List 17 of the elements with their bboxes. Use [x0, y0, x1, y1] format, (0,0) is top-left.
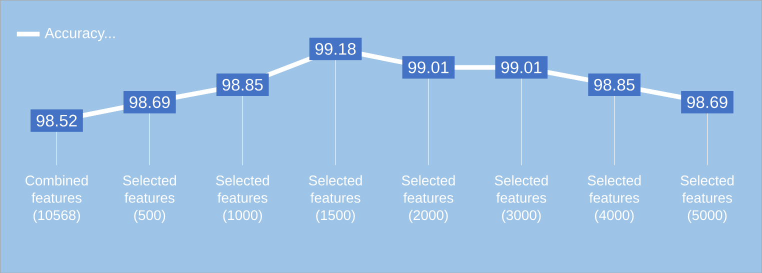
- data-label: 99.18: [315, 42, 356, 55]
- x-tick-label: Selected features (4000): [588, 175, 641, 223]
- data-label: 99.01: [408, 61, 448, 74]
- legend-label: Accuracy...: [44, 28, 115, 41]
- x-tick-label: Selected features (3000): [494, 175, 548, 223]
- data-label: 98.85: [594, 78, 634, 91]
- data-label: 98.52: [36, 114, 77, 126]
- x-tick-label: Selected features (5000): [680, 175, 734, 223]
- data-label: 99.01: [501, 61, 542, 74]
- data-label: 98.69: [130, 96, 170, 108]
- x-tick-label: Selected features (1500): [308, 175, 362, 223]
- data-label: 98.85: [222, 78, 263, 91]
- x-tick-label: Selected features (1000): [216, 175, 269, 223]
- x-tick-label: Combined features (10568): [26, 175, 88, 223]
- data-label: 98.69: [687, 96, 728, 108]
- x-tick-label: Selected features (2000): [402, 175, 455, 223]
- x-tick-label: Selected features (500): [123, 175, 176, 223]
